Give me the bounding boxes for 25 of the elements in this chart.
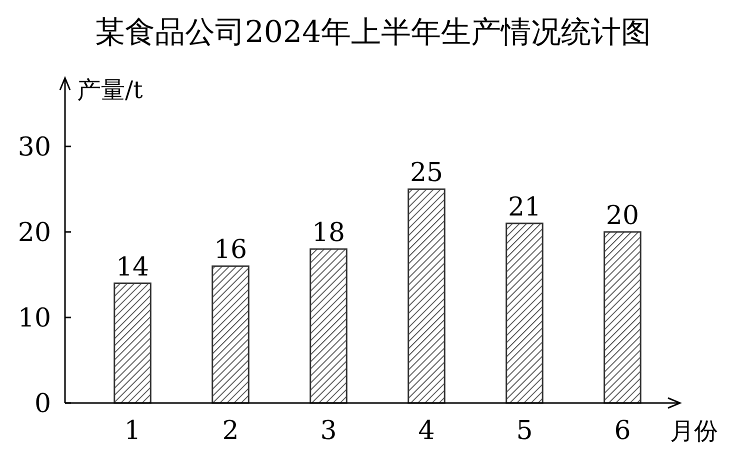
data-label: 14 [116, 252, 150, 282]
data-label: 16 [214, 235, 248, 266]
data-label: 18 [312, 218, 346, 248]
bar [506, 222, 544, 404]
y-tick-label: 30 [18, 132, 51, 163]
bar [408, 188, 446, 404]
x-tick-label: 5 [516, 416, 533, 446]
y-tick-label: 10 [18, 304, 51, 334]
y-tick-label: 20 [18, 218, 51, 248]
x-tick-label: 4 [418, 416, 435, 446]
x-tick-label: 2 [222, 416, 239, 446]
chart-title: 某食品公司2024年上半年生产情况统计图 [94, 15, 652, 50]
x-axis-title: 月份 [670, 417, 718, 445]
bar [310, 248, 348, 404]
x-tick-label: 6 [614, 416, 631, 446]
bar [114, 282, 152, 404]
data-label: 20 [606, 200, 640, 231]
x-tick-label: 3 [320, 416, 337, 446]
bar [604, 231, 642, 404]
bar [212, 265, 250, 404]
x-tick-label: 1 [124, 416, 141, 446]
y-axis-title: 产量/t [77, 76, 144, 104]
data-label: 21 [508, 192, 542, 222]
y-tick-label: 0 [34, 389, 51, 420]
data-label: 25 [410, 158, 444, 188]
